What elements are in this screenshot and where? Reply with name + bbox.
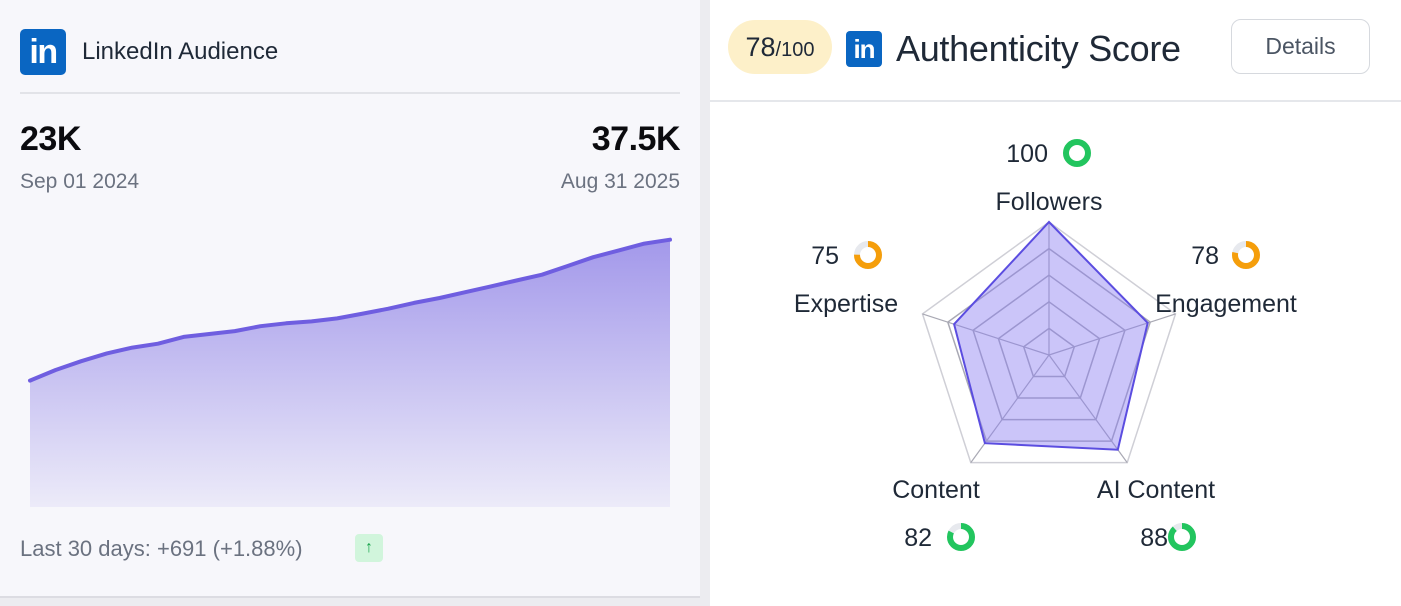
axis-label-followers: Followers [996,188,1103,216]
axis-label-expertise: Expertise [794,290,898,318]
radar-spoke [970,354,1050,463]
audience-growth-chart [28,237,672,507]
authenticity-score-card: 78 /100 in Authenticity Score Details Fo… [710,0,1401,606]
axis-value-content: 82 [904,524,932,552]
linkedin-logo-icon: in [846,31,882,67]
axis-value-engagement: 78 [1191,242,1219,270]
start-followers-value: 23K [20,120,81,158]
start-date: Sep 01 2024 [20,170,140,193]
arrow-up-icon: ↑ [355,534,383,562]
axis-label-engagement: Engagement [1155,290,1297,318]
radar-spoke [922,313,1050,356]
axis-label-ai-content: AI Content [1097,476,1215,504]
authenticity-radar-chart: Followers 100 Engagement 78 AI Content 88 Cont… [794,139,1297,552]
score-ring-icon [1232,241,1260,269]
divider [20,92,680,94]
radar-grid-ring [921,221,1177,464]
score-ring-icon [1063,139,1091,167]
score-max: /100 [775,39,815,61]
authenticity-header: in Authenticity Score [846,28,1181,70]
radar-value-area [952,220,1149,451]
score-ring-icon [1168,523,1196,551]
radar-grid-ring [997,300,1101,399]
end-followers-value: 37.5K [591,120,681,158]
area-fill [30,239,670,507]
radar-spoke [1048,313,1176,356]
audience-title: LinkedIn Audience [82,38,279,65]
score-badge: 78 /100 [728,20,832,74]
axis-value-ai-content: 88 [1140,524,1168,552]
linkedin-audience-card: in LinkedIn Audience 23K Sep 01 2024 37.… [0,0,700,598]
axis-label-content: Content [892,476,980,504]
last-30-days-summary: Last 30 days: +691 (+1.88%) [20,536,303,561]
authenticity-title: Authenticity Score [896,28,1181,69]
axis-value-followers: 100 [1006,140,1048,168]
score-ring-icon [854,241,882,269]
details-button[interactable]: Details [1231,19,1370,74]
radar-grid-ring [1022,327,1076,378]
audience-header: in LinkedIn Audience [20,28,680,76]
radar-grid-ring [972,274,1126,421]
end-date: Aug 31 2025 [560,170,680,193]
axis-value-expertise: 75 [811,242,839,270]
radar-spoke [1048,354,1128,463]
linkedin-logo-icon: in [20,29,66,75]
score-ring-icon [947,523,975,551]
score-value: 78 [745,32,776,62]
series-line [28,237,672,383]
radar-grid-ring [946,247,1152,442]
divider [710,100,1401,102]
